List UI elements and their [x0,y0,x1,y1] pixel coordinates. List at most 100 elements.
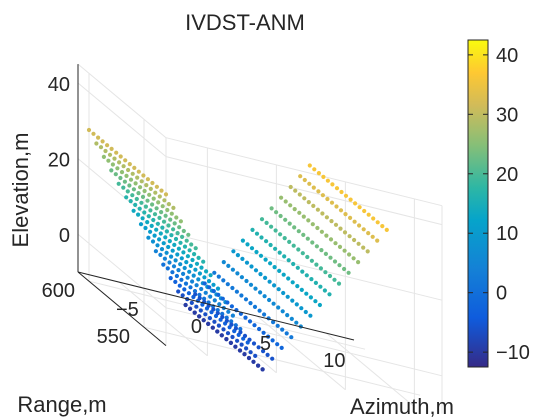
data-point [261,349,266,354]
data-point [346,270,351,275]
data-point [294,302,299,307]
data-point [294,320,299,325]
data-point [110,162,115,167]
data-point [185,275,190,280]
data-point [192,252,197,257]
data-point [164,229,169,234]
data-point [278,213,283,219]
data-point [254,249,259,255]
data-point [157,237,162,242]
data-point [220,314,225,320]
data-point [179,277,184,282]
data-point [167,239,172,244]
data-point [256,345,261,350]
data-point [229,304,234,309]
data-point [297,192,302,197]
data-point [246,355,252,361]
data-point [119,170,125,175]
data-point [283,199,288,204]
data-point [191,273,196,278]
data-point [225,300,230,305]
data-point [233,323,238,328]
data-point [173,236,179,242]
data-point [228,340,233,345]
data-point [138,222,144,227]
data-point [314,244,319,249]
data-point [176,268,181,273]
data-point [118,175,123,181]
data-point [183,281,189,286]
data-point [280,309,285,314]
data-point [127,162,132,167]
data-point [112,156,117,161]
colorbar-tick-label: 40 [496,45,518,67]
data-point [274,210,279,215]
data-point [229,322,234,327]
data-point [263,275,268,280]
data-point [316,189,321,194]
data-point [172,242,177,247]
data-point [148,208,153,213]
grid-line [165,156,443,226]
data-point [288,203,293,208]
data-point [173,258,178,263]
data-point [280,327,285,332]
data-point [201,318,206,323]
colorbar-tick-label: 30 [496,104,518,126]
y-tick-label: 600 [42,280,75,302]
colorbar: −10 0 10 20 30 40 [467,39,530,368]
data-point [267,297,272,303]
data-point [247,337,252,342]
data-point [159,210,164,215]
data-point [235,271,240,276]
data-point [154,184,159,189]
x-tick-label: 0 [191,316,202,338]
data-point [128,199,133,204]
data-point [233,326,238,331]
data-point [113,172,118,177]
data-point [230,267,235,272]
data-point [109,146,114,151]
data-point [304,273,309,278]
data-point [220,296,225,301]
data-point [322,288,327,293]
data-point [128,177,134,182]
data-point [264,239,269,244]
data-point [144,183,149,188]
data-point [339,189,344,195]
data-point [296,247,301,252]
data-point [338,208,344,213]
data-point [116,181,121,186]
data-point [125,189,130,194]
x-axis-line [77,271,355,341]
data-point [247,319,253,324]
data-point [178,219,183,224]
data-point [139,179,144,184]
data-point [277,250,282,255]
data-point [262,312,267,317]
data-point [182,265,187,271]
data-point [183,302,188,308]
data-point [215,311,220,316]
data-point [343,193,349,198]
data-point [188,306,193,311]
data-point [202,275,207,280]
data-point [240,238,245,243]
data-point [316,171,321,176]
data-point [302,177,307,183]
colorbar-gradient [467,39,489,368]
data-point [175,231,180,236]
data-point [190,279,195,284]
data-point [272,265,277,270]
data-point [189,242,194,247]
data-point [162,256,167,261]
data-point [168,217,173,222]
data-point [161,241,166,246]
data-point [133,181,138,186]
data-point [333,241,338,246]
data-point [266,334,271,339]
data-point [302,196,307,201]
data-point [194,283,199,288]
data-point [176,246,181,251]
data-point [281,272,286,277]
